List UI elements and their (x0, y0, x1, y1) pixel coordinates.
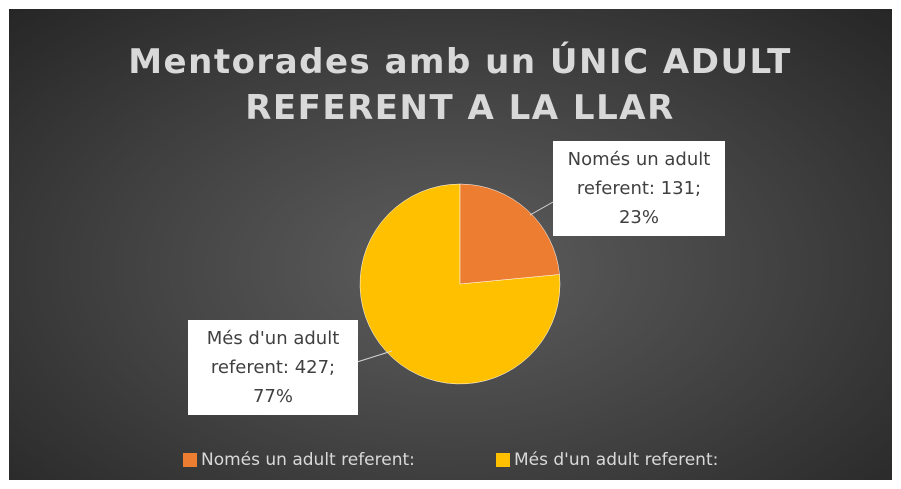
leader-line (356, 350, 393, 363)
plot (356, 183, 561, 385)
legend-swatch (496, 453, 510, 467)
chart: Mentorades amb un ÚNIC ADULT REFERENT A … (9, 9, 892, 480)
data-label: Només un adult referent: 131; 23% (553, 141, 725, 236)
legend-item: Només un adult referent: (183, 450, 415, 470)
legend-swatch (183, 453, 197, 467)
pie-slice (459, 183, 560, 285)
leader-line (529, 201, 554, 216)
legend-label: Més d'un adult referent: (514, 450, 719, 470)
legend-label: Només un adult referent: (201, 450, 415, 470)
legend-item: Més d'un adult referent: (496, 450, 718, 470)
chart-title: Mentorades amb un ÚNIC ADULT REFERENT A … (128, 42, 792, 128)
data-label: Més d'un adult referent: 427; 77% (188, 320, 358, 415)
